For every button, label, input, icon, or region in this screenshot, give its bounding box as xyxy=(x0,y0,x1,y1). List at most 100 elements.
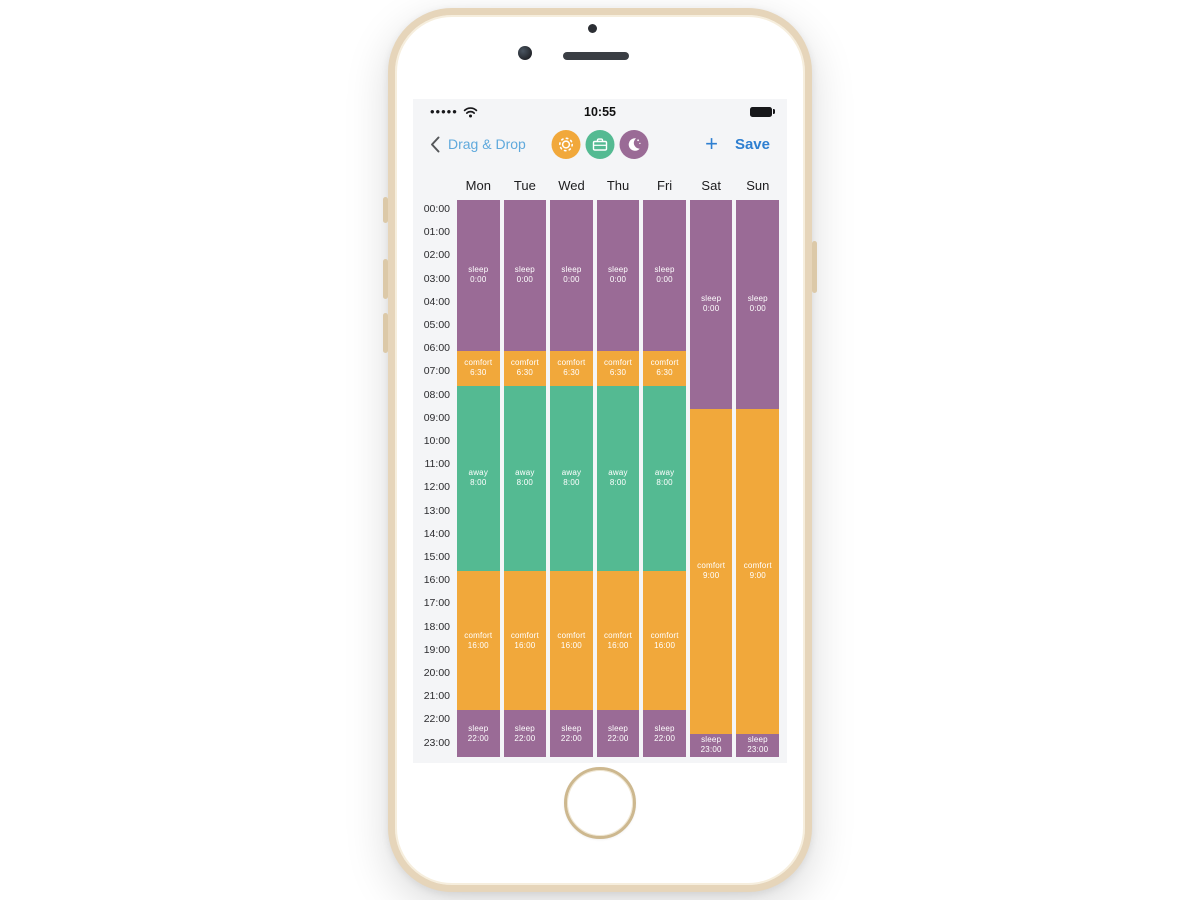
block-mode-label: sleep xyxy=(701,294,722,304)
schedule-block-comfort[interactable]: comfort 16:00 xyxy=(503,571,547,711)
sleep-mode-button[interactable] xyxy=(619,129,649,159)
block-mode-label: comfort xyxy=(603,630,633,640)
schedule-block-away[interactable]: away 8:00 xyxy=(457,385,500,572)
schedule-block-comfort[interactable]: comfort 6:30 xyxy=(596,350,640,386)
hour-label: 00:00 xyxy=(423,203,450,215)
block-mode-label: comfort xyxy=(464,630,493,640)
signal-strength-icon: ••••• xyxy=(430,103,458,119)
schedule-block-comfort[interactable]: comfort 16:00 xyxy=(643,571,686,711)
block-mode-label: away xyxy=(561,468,582,478)
schedule-block-sleep[interactable]: sleep 23:00 xyxy=(689,733,733,757)
block-mode-label: sleep xyxy=(561,265,582,275)
schedule-block-sleep[interactable]: sleep 0:00 xyxy=(596,200,640,351)
schedule-block-comfort[interactable]: comfort 9:00 xyxy=(689,408,733,734)
block-mode-label: comfort xyxy=(603,358,633,368)
schedule-block-comfort[interactable]: comfort 16:00 xyxy=(457,571,500,711)
schedule-block-away[interactable]: away 8:00 xyxy=(643,385,686,572)
schedule-block-comfort[interactable]: comfort 16:00 xyxy=(550,571,593,711)
schedule-block-sleep[interactable]: sleep 0:00 xyxy=(550,200,593,351)
schedule-block-comfort[interactable]: comfort 6:30 xyxy=(643,350,686,386)
schedule-block-comfort[interactable]: comfort 6:30 xyxy=(503,350,547,386)
wifi-icon xyxy=(463,106,478,117)
hour-label: 20:00 xyxy=(423,667,450,679)
schedule-block-sleep[interactable]: sleep 0:00 xyxy=(736,200,780,409)
hour-label: 19:00 xyxy=(423,643,450,656)
volume-down-button xyxy=(383,313,388,353)
moon-stars-icon xyxy=(628,137,641,151)
proximity-sensor xyxy=(588,24,597,33)
block-mode-label: sleep xyxy=(607,723,629,733)
schedule-block-sleep[interactable]: sleep 22:00 xyxy=(457,710,500,757)
comfort-mode-button[interactable] xyxy=(551,129,581,159)
block-mode-label: sleep xyxy=(747,735,768,745)
block-time-label: 22:00 xyxy=(514,733,536,743)
schedule-block-comfort[interactable]: comfort 16:00 xyxy=(596,571,640,711)
schedule-block-sleep[interactable]: sleep 0:00 xyxy=(643,200,686,351)
block-mode-label: away xyxy=(515,468,535,478)
schedule-column-thu[interactable]: sleep 0:00 comfort 6:30 away 8:00 comfort 16:00… xyxy=(596,200,640,757)
schedule-column-wed[interactable]: sleep 0:00 comfort 6:30 away 8:00 comfort 16:00… xyxy=(550,200,593,757)
home-button[interactable] xyxy=(564,767,636,839)
block-time-label: 0:00 xyxy=(516,275,534,285)
schedule-block-sleep[interactable]: sleep 0:00 xyxy=(689,200,733,409)
back-button[interactable]: Drag & Drop xyxy=(430,136,526,153)
hour-label: 23:00 xyxy=(423,736,450,749)
block-mode-label: away xyxy=(654,468,675,478)
block-time-label: 16:00 xyxy=(560,640,582,650)
block-mode-label: comfort xyxy=(510,358,539,368)
away-mode-button[interactable] xyxy=(585,129,615,159)
block-time-label: 8:00 xyxy=(516,478,534,488)
block-time-label: 23:00 xyxy=(747,745,769,755)
schedule-column-mon[interactable]: sleep 0:00 comfort 6:30 away 8:00 comfort 16:00… xyxy=(457,200,500,757)
schedule-block-sleep[interactable]: sleep 22:00 xyxy=(643,710,686,757)
block-time-label: 9:00 xyxy=(749,571,766,581)
status-bar: ••••• 10:55 xyxy=(413,99,787,124)
schedule-block-away[interactable]: away 8:00 xyxy=(550,385,593,572)
block-time-label: 6:30 xyxy=(516,368,534,378)
schedule-block-comfort[interactable]: comfort 6:30 xyxy=(457,350,500,386)
schedule-block-sleep[interactable]: sleep 23:00 xyxy=(736,733,780,757)
block-time-label: 16:00 xyxy=(514,640,536,650)
block-time-label: 16:00 xyxy=(654,640,676,650)
hour-label: 18:00 xyxy=(423,620,450,633)
block-time-label: 0:00 xyxy=(656,275,673,285)
schedule-block-away[interactable]: away 8:00 xyxy=(503,385,547,572)
block-mode-label: sleep xyxy=(701,735,722,745)
day-header-mon: Mon xyxy=(465,177,491,193)
day-header-sun: Sun xyxy=(746,177,770,193)
block-time-label: 23:00 xyxy=(700,745,722,755)
block-time-label: 16:00 xyxy=(467,640,489,650)
day-header-sat: Sat xyxy=(701,177,721,193)
block-time-label: 8:00 xyxy=(470,478,487,488)
block-time-label: 22:00 xyxy=(560,733,582,743)
block-time-label: 0:00 xyxy=(702,304,720,314)
schedule-block-comfort[interactable]: comfort 6:30 xyxy=(550,350,593,386)
block-time-label: 0:00 xyxy=(749,304,766,314)
schedule-column-tue[interactable]: sleep 0:00 comfort 6:30 away 8:00 comfort 16:00… xyxy=(503,200,547,757)
schedule-column-sat[interactable]: sleep 0:00 comfort 9:00 sleep 23:00 xyxy=(689,200,733,757)
block-mode-label: sleep xyxy=(607,265,629,275)
schedule-block-sleep[interactable]: sleep 0:00 xyxy=(457,200,500,351)
schedule-block-comfort[interactable]: comfort 9:00 xyxy=(736,408,780,734)
hour-label: 21:00 xyxy=(423,690,450,703)
schedule-column-fri[interactable]: sleep 0:00 comfort 6:30 away 8:00 comfort 16:00… xyxy=(643,200,686,757)
block-mode-label: comfort xyxy=(650,358,679,368)
back-button-label: Drag & Drop xyxy=(448,136,526,152)
schedule-block-sleep[interactable]: sleep 22:00 xyxy=(550,710,593,757)
hour-label: 14:00 xyxy=(423,527,450,540)
block-mode-label: sleep xyxy=(468,723,489,733)
volume-up-button xyxy=(383,259,388,299)
schedule-block-away[interactable]: away 8:00 xyxy=(596,385,640,572)
save-button[interactable]: Save xyxy=(734,135,770,153)
schedule-columns: sleep 0:00 comfort 6:30 away 8:00 comfort 16:00… xyxy=(457,200,780,757)
time-axis: 00:00 01:00 02:00 03:00 04:00 05:00 06:00 07:00… xyxy=(413,200,450,757)
mode-icon-group xyxy=(551,129,649,159)
hour-label: 03:00 xyxy=(423,272,450,285)
schedule-column-sun[interactable]: sleep 0:00 comfort 9:00 sleep 23:00 xyxy=(736,200,780,757)
schedule-block-sleep[interactable]: sleep 0:00 xyxy=(503,200,547,351)
add-button[interactable]: + xyxy=(705,131,718,156)
schedule-block-sleep[interactable]: sleep 22:00 xyxy=(596,710,640,757)
schedule-block-sleep[interactable]: sleep 22:00 xyxy=(503,710,547,757)
block-mode-label: comfort xyxy=(557,358,586,368)
day-header-thu: Thu xyxy=(606,177,630,193)
